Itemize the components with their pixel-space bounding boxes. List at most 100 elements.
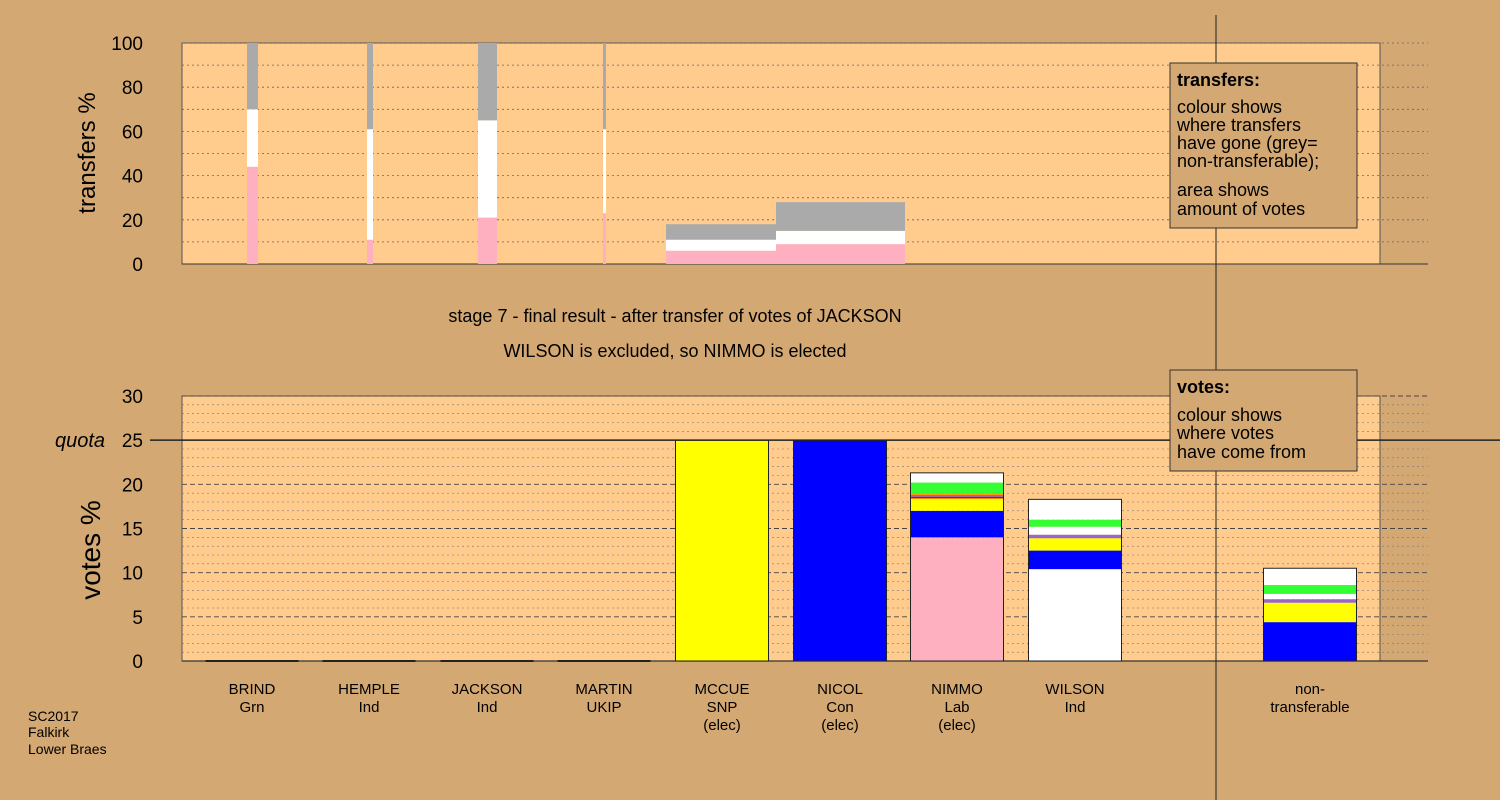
transfers-legend-line: non-transferable); (1177, 151, 1319, 171)
transfer-segment-grey (478, 43, 497, 121)
transfers-legend-line: have gone (grey= (1177, 133, 1318, 153)
transfer-bar-hemple (367, 43, 373, 264)
transfer-segment-pink (478, 217, 497, 264)
candidate-label: (elec) (938, 717, 976, 734)
candidate-label: Ind (477, 699, 498, 716)
election-info-line: Falkirk (28, 724, 70, 740)
vote-bar-outline (1028, 498, 1122, 662)
candidate-label: Grn (239, 699, 264, 716)
candidate-label: NICOL (817, 681, 863, 698)
y-tick-label: 60 (122, 122, 143, 143)
vote-segment-red (910, 496, 1004, 499)
transfer-bar-jackson (478, 43, 497, 264)
vote-segment-green (910, 482, 1004, 494)
transfers-ticks: 0 20 40 60 80 100 (111, 34, 143, 276)
y-tick-label: 80 (122, 78, 143, 99)
candidate-label: non- (1295, 681, 1325, 698)
transfers-legend-title: transfers: (1177, 70, 1260, 90)
transfers-y-axis-label: transfers % (74, 92, 101, 213)
y-tick-label: 0 (132, 652, 143, 673)
candidate-label: SNP (707, 699, 738, 716)
vote-bar-nicol (793, 439, 887, 662)
transfer-segment-grey (603, 43, 606, 130)
transfer-segment-pink (603, 213, 606, 264)
transfers-legend-line: area shows (1177, 180, 1269, 200)
y-tick-label: 15 (122, 520, 143, 541)
candidate-label: MARTIN (575, 681, 632, 698)
y-tick-label: 10 (122, 564, 143, 585)
transfer-segment-white (247, 109, 258, 167)
vote-segment-white (1028, 569, 1122, 661)
transfer-segment-white (478, 120, 497, 218)
candidate-label: Ind (1065, 699, 1086, 716)
vote-segment-white (1028, 526, 1122, 535)
vote-segment-white (1263, 593, 1357, 600)
transfers-legend-line: colour shows (1177, 97, 1282, 117)
vote-segment-yellow (675, 440, 769, 661)
y-tick-label: 5 (132, 608, 143, 629)
quota-label: quota (55, 430, 105, 452)
y-tick-label: 40 (122, 167, 143, 188)
y-tick-label: 30 (122, 387, 143, 408)
transfer-segment-grey (776, 202, 905, 231)
vote-segment-yellow (910, 498, 1004, 511)
vote-segment-white (1263, 568, 1357, 586)
candidate-label: Lab (944, 699, 969, 716)
transfer-segment-grey (367, 43, 373, 130)
vote-segment-green (1028, 519, 1122, 527)
vote-bar-outline (910, 472, 1004, 662)
vote-segment-blue (1028, 550, 1122, 570)
candidate-label: WILSON (1045, 681, 1104, 698)
vote-segment-yellow (1263, 602, 1357, 623)
y-tick-label: 100 (111, 34, 143, 55)
transfer-segment-grey (666, 224, 779, 240)
vote-segment-purple (910, 494, 1004, 497)
y-tick-label: 20 (122, 475, 143, 496)
votes-y-axis-label: votes % (75, 500, 106, 600)
vote-bar-non (1263, 567, 1357, 662)
transfer-segment-white (367, 129, 373, 240)
y-tick-label: 25 (122, 431, 143, 452)
transfer-bar-brind (247, 43, 258, 264)
election-info-line: SC2017 (28, 708, 79, 724)
vote-bar-outline (1263, 567, 1357, 662)
transfers-legend-line: amount of votes (1177, 199, 1305, 219)
candidate-label: (elec) (821, 717, 859, 734)
votes-legend-title: votes: (1177, 377, 1230, 397)
votes-legend-line: have come from (1177, 442, 1306, 462)
transfer-segment-pink (776, 244, 905, 264)
vote-segment-blue (793, 440, 887, 661)
candidate-label: BRIND (229, 681, 276, 698)
candidate-label: NIMMO (931, 681, 983, 698)
vote-segment-white (1028, 499, 1122, 520)
candidate-label: UKIP (586, 699, 621, 716)
vote-segment-blue (1263, 622, 1357, 661)
vote-segment-purple (1263, 599, 1357, 603)
candidate-label: MCCUE (695, 681, 750, 698)
transfer-bar-nicol (776, 202, 905, 264)
votes-legend: votes: colour shows where votes have com… (1169, 369, 1358, 472)
transfer-segment-white (666, 239, 779, 251)
transfer-segment-pink (247, 166, 258, 264)
stage-caption-line1: stage 7 - final result - after transfer … (448, 306, 901, 326)
vote-bar-wilson (1028, 498, 1122, 662)
vote-segment-white (910, 472, 1004, 483)
transfers-bars (247, 43, 905, 264)
vote-segment-green (1263, 585, 1357, 594)
vote-bar-mccue (675, 439, 769, 662)
transfer-bar-mccue (666, 224, 779, 264)
candidate-label: HEMPLE (338, 681, 400, 698)
candidate-labels: BRINDGrnHEMPLEIndJACKSONIndMARTINUKIPMCC… (229, 681, 1350, 734)
votes-bars (205, 439, 1357, 662)
vote-segment-yellow (1028, 538, 1122, 551)
votes-ticks: 0 5 10 15 20 25 30 (122, 387, 143, 673)
vote-segment-purple (1028, 534, 1122, 539)
candidate-label: Ind (359, 699, 380, 716)
transfer-segment-white (776, 230, 905, 245)
candidate-label: transferable (1270, 699, 1349, 716)
vote-segment-blue (910, 510, 1004, 538)
transfers-legend-line: where transfers (1176, 115, 1301, 135)
vote-bar-nimmo (910, 472, 1004, 662)
vote-segment-pink (910, 537, 1004, 661)
